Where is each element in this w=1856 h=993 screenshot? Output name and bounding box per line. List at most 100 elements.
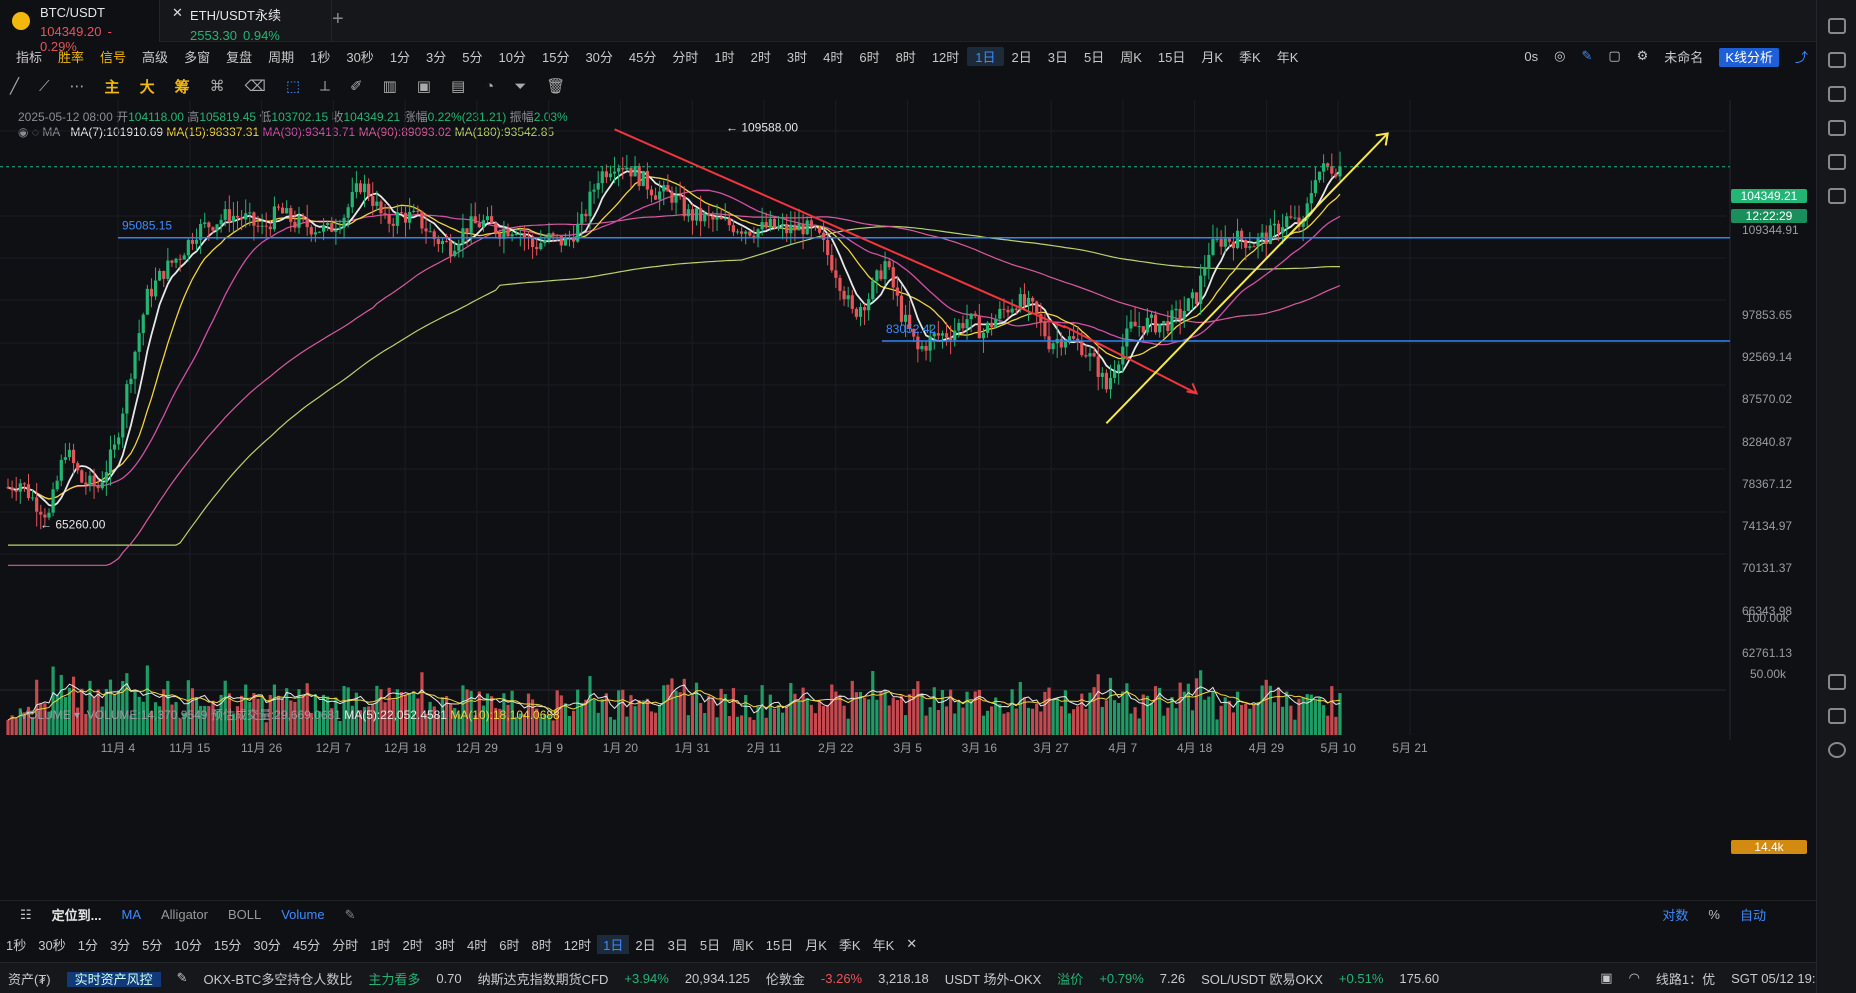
chip-tool[interactable]: 筹 <box>174 78 190 96</box>
tab-btc[interactable]: BTC/USDT 104349.20 -0.29% <box>0 0 160 54</box>
kline-analysis-button[interactable]: K线分析 <box>1719 47 1779 67</box>
period-12[interactable]: 3时 <box>786 49 808 65</box>
period-23[interactable]: 月K <box>805 937 827 953</box>
period-16[interactable]: 12时 <box>931 49 960 65</box>
tab-volume[interactable]: Volume <box>281 907 325 922</box>
period-9[interactable]: 分时 <box>332 937 359 953</box>
period-2[interactable]: 1分 <box>77 937 98 953</box>
period-20[interactable]: 5日 <box>1083 49 1105 65</box>
grid-icon[interactable]: ☷ <box>20 906 32 922</box>
period-0[interactable]: 1秒 <box>6 937 27 953</box>
fib-icon[interactable]: ◔ <box>485 77 495 95</box>
ruler-icon[interactable]: ⟂ <box>320 77 331 95</box>
eye-icon[interactable]: ◉ <box>18 125 29 139</box>
period-14[interactable]: 6时 <box>859 49 880 65</box>
period-12[interactable]: 3时 <box>434 937 455 953</box>
period-21[interactable]: 周K <box>732 937 754 953</box>
period-19[interactable]: 3日 <box>1047 49 1068 65</box>
period-17[interactable]: 1日 <box>597 934 630 954</box>
eraser-icon[interactable]: ⌫ <box>244 78 266 95</box>
multiwindow-button[interactable]: 多窗 <box>184 49 211 65</box>
period-11[interactable]: 2时 <box>750 49 771 65</box>
period-23[interactable]: 月K <box>1201 49 1224 65</box>
lock-icon[interactable]: ▣ <box>416 78 431 95</box>
layout-icon[interactable]: ▢ <box>1608 48 1621 63</box>
period-15[interactable]: 8时 <box>895 49 916 65</box>
signal-button[interactable]: 信号 <box>100 49 127 65</box>
winrate-button[interactable]: 胜率 <box>58 49 85 65</box>
period-4[interactable]: 5分 <box>462 49 483 65</box>
t4-name[interactable]: USDT 场外-OKX <box>944 971 1042 987</box>
big-tool[interactable]: 大 <box>139 78 155 96</box>
period-22[interactable]: 15日 <box>765 937 794 953</box>
chart-up-icon[interactable] <box>1827 120 1846 136</box>
period-13[interactable]: 4时 <box>467 937 488 953</box>
period-10[interactable]: 1时 <box>370 937 391 953</box>
period-9[interactable]: 分时 <box>672 49 699 65</box>
magnet-icon[interactable]: ⌘ <box>209 78 225 95</box>
log-button[interactable]: 对数 <box>1662 908 1689 923</box>
add-tab-icon[interactable]: + <box>332 8 344 30</box>
period-8[interactable]: 45分 <box>292 937 321 953</box>
period-3[interactable]: 3分 <box>109 937 131 953</box>
period-16[interactable]: 12时 <box>563 937 592 953</box>
advanced-button[interactable]: 高级 <box>142 49 169 65</box>
clock-icon[interactable] <box>1827 708 1846 724</box>
period-18[interactable]: 2日 <box>635 937 656 953</box>
more-tools-icon[interactable]: ⋯ <box>69 78 85 95</box>
risk-button[interactable]: 实时资产风控 <box>66 971 161 987</box>
exchange-icon[interactable] <box>1827 188 1846 204</box>
select-icon[interactable]: ⬚ <box>285 78 300 95</box>
calendar-icon[interactable] <box>1827 674 1846 690</box>
tab-alligator[interactable]: Alligator <box>161 907 208 922</box>
filter-icon[interactable]: ⏷ <box>514 77 527 95</box>
period-20[interactable]: 5日 <box>699 937 721 953</box>
bell-icon[interactable]: ◌ <box>31 125 39 139</box>
ray-tool-icon[interactable]: ⟋ <box>39 77 50 95</box>
period-button[interactable]: 周期 <box>268 49 295 65</box>
period-5[interactable]: 10分 <box>498 49 526 65</box>
period-14[interactable]: 6时 <box>499 937 520 953</box>
period-10[interactable]: 1时 <box>714 49 735 65</box>
gear-icon[interactable]: ⚙ <box>1636 48 1649 63</box>
locate-button[interactable]: 定位到... <box>51 908 102 923</box>
tab-ma[interactable]: MA <box>121 907 142 922</box>
period-8[interactable]: 45分 <box>628 49 657 65</box>
pen-icon[interactable]: ✎ <box>1581 48 1593 63</box>
auto-button[interactable]: 自动 <box>1739 908 1766 923</box>
period-25[interactable]: 年K <box>1276 49 1299 65</box>
period-4[interactable]: 5分 <box>142 937 163 953</box>
period-1[interactable]: 30秒 <box>346 49 374 65</box>
period-19[interactable]: 3日 <box>667 937 688 953</box>
period-11[interactable]: 2时 <box>402 937 423 953</box>
period-24[interactable]: 季K <box>838 937 861 953</box>
indicator-button[interactable]: 指标 <box>16 49 43 65</box>
period-6[interactable]: 15分 <box>213 937 242 953</box>
robot-icon[interactable] <box>1827 742 1846 758</box>
candlestick-chart[interactable]: 11月 4 11月 15 11月 26 12月 7 12月 18 12月 29 1月 9 1月… <box>0 100 1816 870</box>
dollar-icon[interactable] <box>1827 86 1846 102</box>
list-icon[interactable] <box>1827 18 1846 34</box>
tab-boll[interactable]: BOLL <box>227 907 262 922</box>
screen-icon[interactable]: ▣ <box>1600 970 1613 985</box>
period-7[interactable]: 30分 <box>253 937 281 953</box>
period-25[interactable]: 年K <box>872 937 895 953</box>
note-icon[interactable]: ▤ <box>450 78 466 95</box>
period-13[interactable]: 4时 <box>823 49 844 65</box>
period-0[interactable]: 1秒 <box>310 49 331 65</box>
asset-label[interactable]: 资产(₮) <box>8 971 51 987</box>
t3-name[interactable]: 伦敦金 <box>765 971 805 987</box>
main-tool[interactable]: 主 <box>104 78 120 96</box>
period-15[interactable]: 8时 <box>531 937 552 953</box>
replay-button[interactable]: 复盘 <box>226 49 253 65</box>
close-icon[interactable]: ✕ <box>906 936 918 951</box>
edit-icon[interactable]: ✎ <box>344 906 356 922</box>
candles-icon[interactable]: ▥ <box>382 78 397 95</box>
trash-icon[interactable]: 🗑 <box>546 78 566 95</box>
tab-eth[interactable]: ✕ ETH/USDT永续 2553.30 0.94% <box>160 0 332 43</box>
t1-name[interactable]: OKX-BTC多空持仓人数比 <box>203 971 353 987</box>
camera-icon[interactable]: ◎ <box>1554 48 1566 63</box>
period-3[interactable]: 3分 <box>426 49 447 65</box>
t2-name[interactable]: 纳斯达克指数期货CFD <box>477 971 609 987</box>
period-2[interactable]: 1分 <box>389 49 411 65</box>
